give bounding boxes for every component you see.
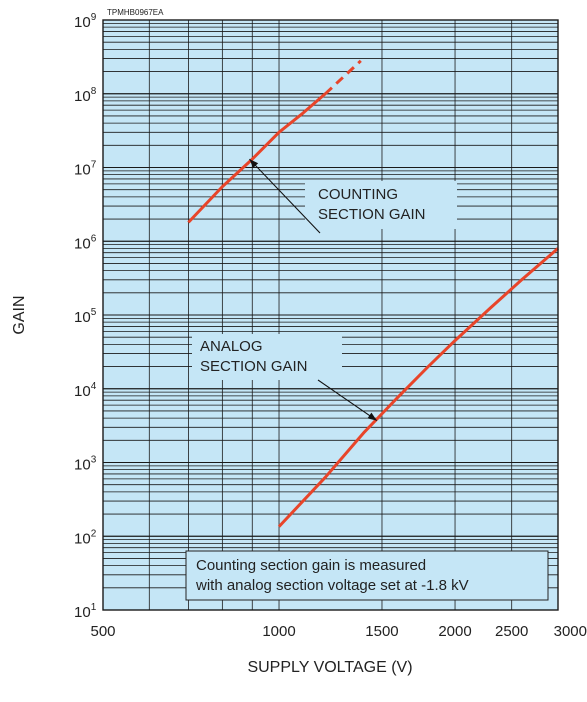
series-dashed-extension-0 — [324, 59, 362, 95]
plot-frame — [102, 19, 559, 611]
annotations-layer: COUNTING SECTION GAIN ANALOG SECTION GAIN Co… — [185, 158, 549, 601]
callout-arrowhead-1 — [367, 412, 377, 421]
x-tick-label: 1000 — [262, 623, 295, 640]
callout-arrow-1 — [317, 379, 378, 422]
y-tick-label: 108 — [74, 86, 97, 105]
x-tick-label: 500 — [90, 623, 115, 640]
y-tick-label: 106 — [74, 233, 97, 252]
series-line-1 — [277, 247, 559, 528]
series-line-0 — [187, 92, 327, 224]
note-box — [185, 550, 549, 601]
callout-label-1: SECTION GAIN — [200, 358, 308, 375]
callout-box-1 — [192, 334, 342, 380]
note-text: Counting section gain is measured — [196, 557, 426, 574]
note-text: with analog section voltage set at -1.8 … — [195, 577, 469, 594]
y-tick-label: 105 — [74, 307, 97, 326]
callout-label-0: COUNTING — [318, 186, 398, 203]
x-tick-label: 2500 — [495, 623, 528, 640]
y-tick-label: 109 — [74, 12, 97, 31]
x-tick-label: 3000 — [554, 623, 587, 640]
figure-code: TPMHB0967EA — [107, 8, 164, 17]
y-tick-label: 107 — [74, 160, 97, 179]
y-tick-label: 102 — [74, 528, 97, 547]
y-axis-title: GAIN — [11, 295, 28, 334]
callout-box-0 — [305, 181, 457, 229]
y-tick-label: 103 — [74, 455, 97, 474]
y-tick-labels: 101 102 103 104 105 106 107 108 109 — [74, 12, 97, 621]
x-axis-title: SUPPLY VOLTAGE (V) — [247, 659, 412, 676]
y-tick-label: 104 — [74, 381, 97, 400]
x-tick-label: 1500 — [365, 623, 398, 640]
y-tick-label: 101 — [74, 602, 97, 621]
series-layer — [187, 59, 559, 528]
x-tick-label: 2000 — [438, 623, 471, 640]
callout-label-0: SECTION GAIN — [318, 206, 426, 223]
callout-arrowhead-0 — [249, 159, 259, 169]
callout-label-1: ANALOG — [200, 338, 263, 355]
x-tick-labels: 500 1000 1500 2000 2500 3000 — [90, 623, 587, 640]
callout-arrow-0 — [249, 158, 321, 234]
